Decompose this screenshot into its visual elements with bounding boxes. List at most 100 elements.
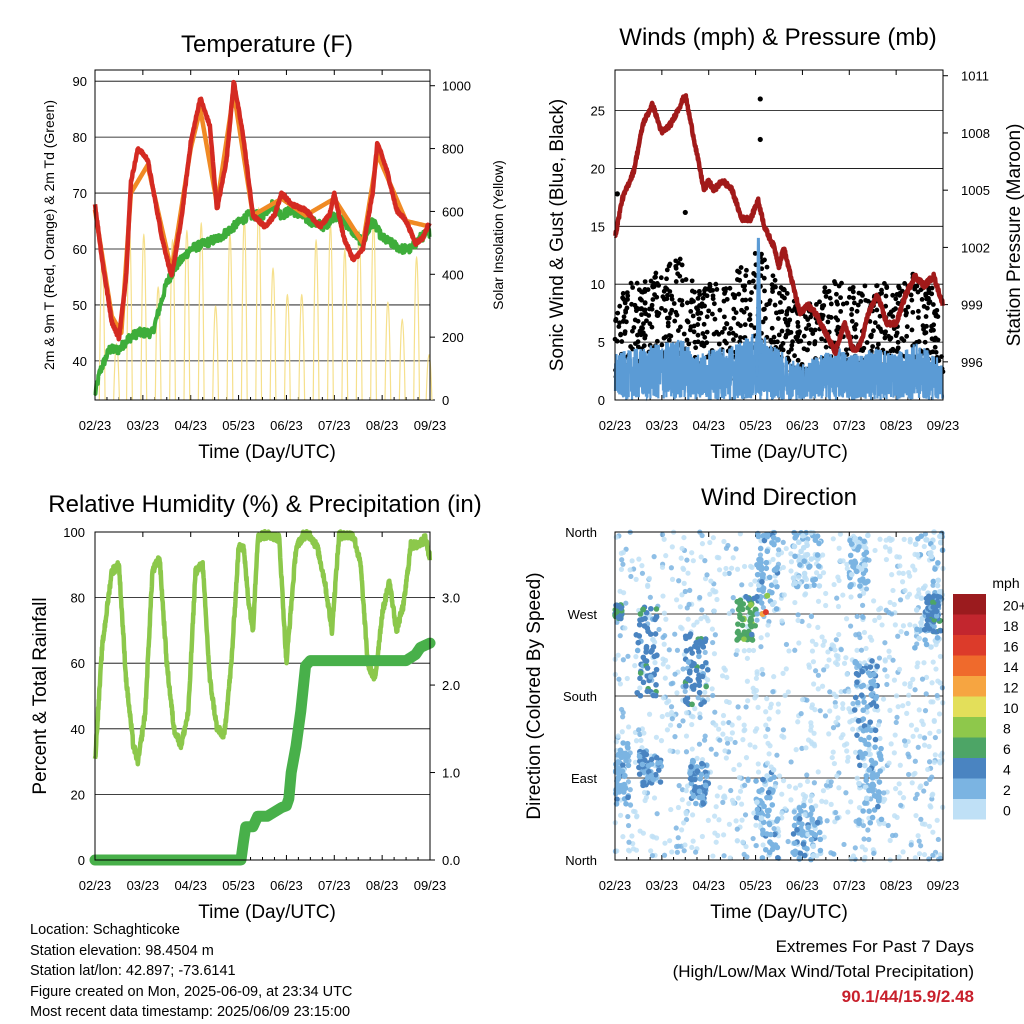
gust-dot xyxy=(666,315,672,321)
direction-dot xyxy=(644,688,651,695)
direction-dot xyxy=(867,719,874,725)
direction-dot xyxy=(643,658,650,664)
direction-dot xyxy=(628,573,634,580)
direction-dot xyxy=(871,792,878,799)
direction-dot xyxy=(865,827,871,833)
direction-dot xyxy=(804,551,811,558)
direction-dot xyxy=(640,679,647,686)
direction-dot xyxy=(760,604,766,611)
direction-dot xyxy=(758,566,765,573)
y2-tick-label: 2.0 xyxy=(442,678,460,693)
direction-dot xyxy=(745,595,752,602)
direction-dot xyxy=(804,697,810,703)
gust-dot xyxy=(918,287,924,293)
direction-dot xyxy=(760,819,767,826)
direction-dot xyxy=(697,640,703,646)
direction-dot xyxy=(923,674,930,680)
direction-dot xyxy=(641,730,647,736)
direction-dot xyxy=(681,820,687,826)
direction-dot xyxy=(699,663,706,670)
direction-dot xyxy=(696,653,702,660)
gust-dot xyxy=(817,299,822,305)
gust-dot xyxy=(874,307,880,313)
direction-dot xyxy=(752,622,758,629)
direction-dot xyxy=(769,802,776,808)
x-tick-label: 05/23 xyxy=(222,418,255,433)
direction-dot xyxy=(614,778,620,784)
direction-dot xyxy=(711,608,717,614)
direction-dot xyxy=(921,851,928,858)
direction-dot xyxy=(735,795,741,801)
direction-dot xyxy=(699,607,705,613)
direction-dot xyxy=(651,554,657,560)
direction-dot xyxy=(871,850,877,856)
gust-dot xyxy=(808,327,814,333)
direction-dot xyxy=(739,817,745,823)
gust-dot xyxy=(691,329,697,335)
direction-dot xyxy=(921,742,928,748)
direction-dot xyxy=(699,793,706,799)
direction-dot xyxy=(769,601,776,608)
gust-dot xyxy=(659,342,665,348)
direction-dot xyxy=(815,624,821,630)
direction-dot xyxy=(714,596,720,603)
gust-dot xyxy=(808,314,814,320)
gust-dot xyxy=(905,304,911,310)
direction-dot xyxy=(852,694,859,701)
direction-dot xyxy=(811,730,817,736)
direction-dot xyxy=(723,545,730,551)
gust-dot xyxy=(838,295,843,301)
direction-dot xyxy=(805,824,811,831)
direction-dot xyxy=(722,748,728,754)
direction-dot xyxy=(652,660,658,666)
direction-dot xyxy=(816,563,822,570)
direction-dot xyxy=(783,545,789,552)
gust-points xyxy=(612,96,946,385)
direction-dot xyxy=(775,826,781,832)
direction-dot xyxy=(924,617,931,623)
direction-dot xyxy=(909,780,915,786)
direction-dot xyxy=(785,689,791,695)
gust-dot xyxy=(931,337,937,343)
direction-dot xyxy=(817,573,823,580)
direction-dot xyxy=(629,558,635,564)
direction-dot xyxy=(790,575,797,581)
y-tick-label: 15 xyxy=(591,219,605,234)
direction-dot xyxy=(689,844,695,851)
gust-dot xyxy=(679,262,685,268)
direction-dot xyxy=(629,833,635,839)
direction-dot xyxy=(645,583,651,590)
direction-dot xyxy=(661,536,667,542)
direction-dot xyxy=(765,622,771,628)
gust-dot xyxy=(795,323,801,329)
direction-dot xyxy=(723,565,729,572)
direction-dot xyxy=(923,780,929,787)
y2-tick-label: 3.0 xyxy=(442,591,460,606)
direction-dot xyxy=(860,682,867,689)
direction-dot xyxy=(683,683,689,689)
legend-label: 0 xyxy=(1003,803,1011,819)
direction-dot xyxy=(685,616,691,622)
direction-dot xyxy=(937,752,944,759)
gust-dot xyxy=(738,265,744,270)
direction-dot xyxy=(770,534,777,541)
direction-dot xyxy=(840,701,846,707)
direction-dot xyxy=(668,704,675,710)
direction-dot xyxy=(660,695,667,701)
direction-dot xyxy=(833,809,839,816)
direction-dot xyxy=(868,757,875,764)
direction-dot xyxy=(883,537,889,543)
gust-dot xyxy=(701,321,707,327)
direction-dot xyxy=(753,675,759,681)
y-tick-label: 50 xyxy=(73,298,87,313)
direction-dot xyxy=(808,556,815,562)
direction-dot xyxy=(797,782,803,788)
direction-dot xyxy=(775,701,781,707)
direction-dot xyxy=(823,602,829,609)
direction-dot xyxy=(930,659,936,665)
direction-dot xyxy=(914,791,920,797)
direction-dot xyxy=(921,788,927,794)
direction-dot xyxy=(926,759,933,765)
gust-dot xyxy=(778,285,784,290)
direction-dot xyxy=(690,793,697,800)
